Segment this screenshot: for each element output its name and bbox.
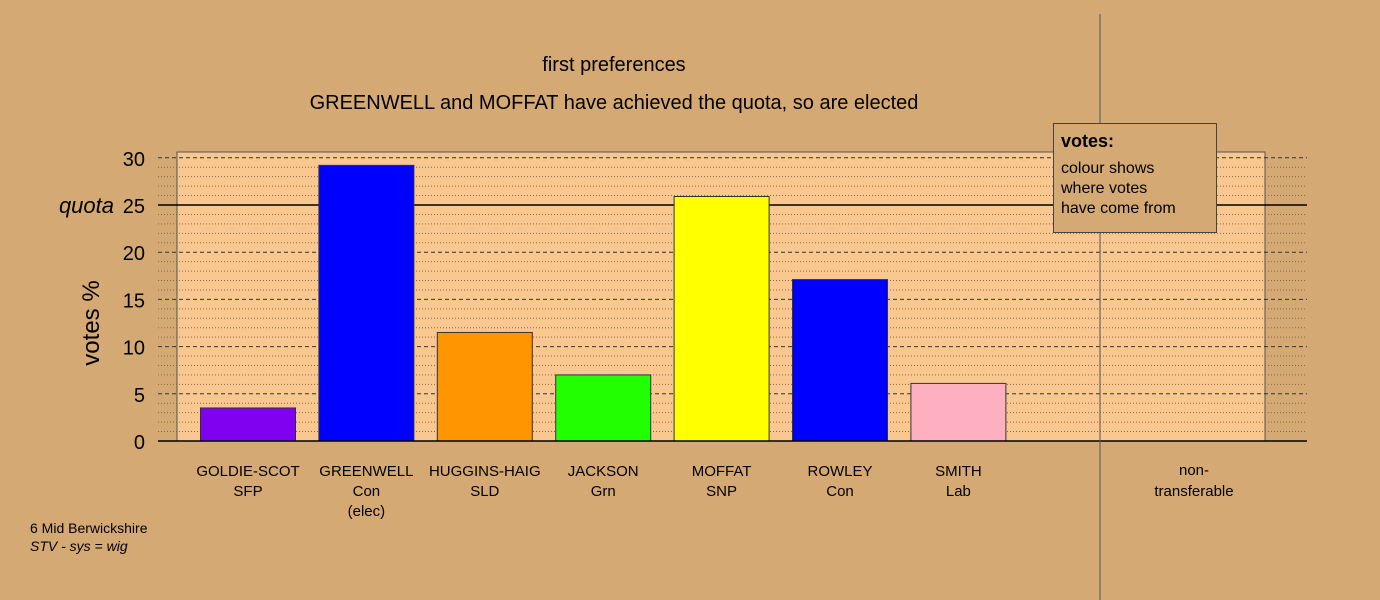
x-tick-label-name: SMITH xyxy=(935,463,982,480)
footer: 6 Mid Berwickshire STV - sys = wig xyxy=(30,519,147,555)
legend-line: have come from xyxy=(1061,200,1176,217)
x-tick-label-party: Con xyxy=(826,483,854,500)
bar xyxy=(436,331,533,442)
x-tick-label-name: ROWLEY xyxy=(807,463,872,480)
y-tick-label: 25 xyxy=(123,196,145,218)
bar xyxy=(200,407,296,442)
bar xyxy=(555,374,652,442)
nontransferable-label: transferable xyxy=(1154,483,1233,500)
x-tick-label-party: SLD xyxy=(470,483,499,500)
chart-subtitle: GREENWELL and MOFFAT have achieved the q… xyxy=(310,92,919,114)
y-tick-label: 0 xyxy=(134,432,145,454)
bar xyxy=(318,164,415,442)
ward-name: 6 Mid Berwickshire xyxy=(30,520,148,536)
y-tick-label: 15 xyxy=(123,290,145,312)
quota-label: quota xyxy=(59,193,114,218)
x-tick-label-name: GREENWELL xyxy=(319,463,413,480)
y-tick-label: 5 xyxy=(134,385,145,407)
bar xyxy=(673,196,770,442)
x-tick-label-note: (elec) xyxy=(348,503,386,520)
legend-title: votes: xyxy=(1061,131,1115,151)
bar xyxy=(792,279,888,442)
x-tick-label-party: SNP xyxy=(706,483,737,500)
y-tick-label: 20 xyxy=(123,243,145,265)
chart-title: first preferences xyxy=(542,54,685,76)
nontransferable-label: non- xyxy=(1179,462,1209,479)
x-tick-label-name: JACKSON xyxy=(568,463,639,480)
bar xyxy=(910,382,1007,442)
x-tick-label-name: HUGGINS-HAIG xyxy=(429,463,541,480)
stv-system: STV - sys = wig xyxy=(30,538,128,554)
x-tick-label-party: Grn xyxy=(591,483,616,500)
legend: votes: colour shows where votes have com… xyxy=(1053,123,1217,233)
y-axis-label: votes % xyxy=(78,280,105,365)
y-tick-label: 30 xyxy=(123,149,145,171)
x-tick-label-party: Lab xyxy=(946,483,971,500)
x-tick-label-party: Con xyxy=(353,483,381,500)
legend-line: where votes xyxy=(1061,180,1148,197)
legend-line: colour shows xyxy=(1061,160,1155,177)
y-tick-label: 10 xyxy=(123,338,145,360)
x-tick-label-name: MOFFAT xyxy=(692,463,752,480)
x-tick-label-name: GOLDIE-SCOT xyxy=(196,463,299,480)
x-tick-label-party: SFP xyxy=(233,483,262,500)
